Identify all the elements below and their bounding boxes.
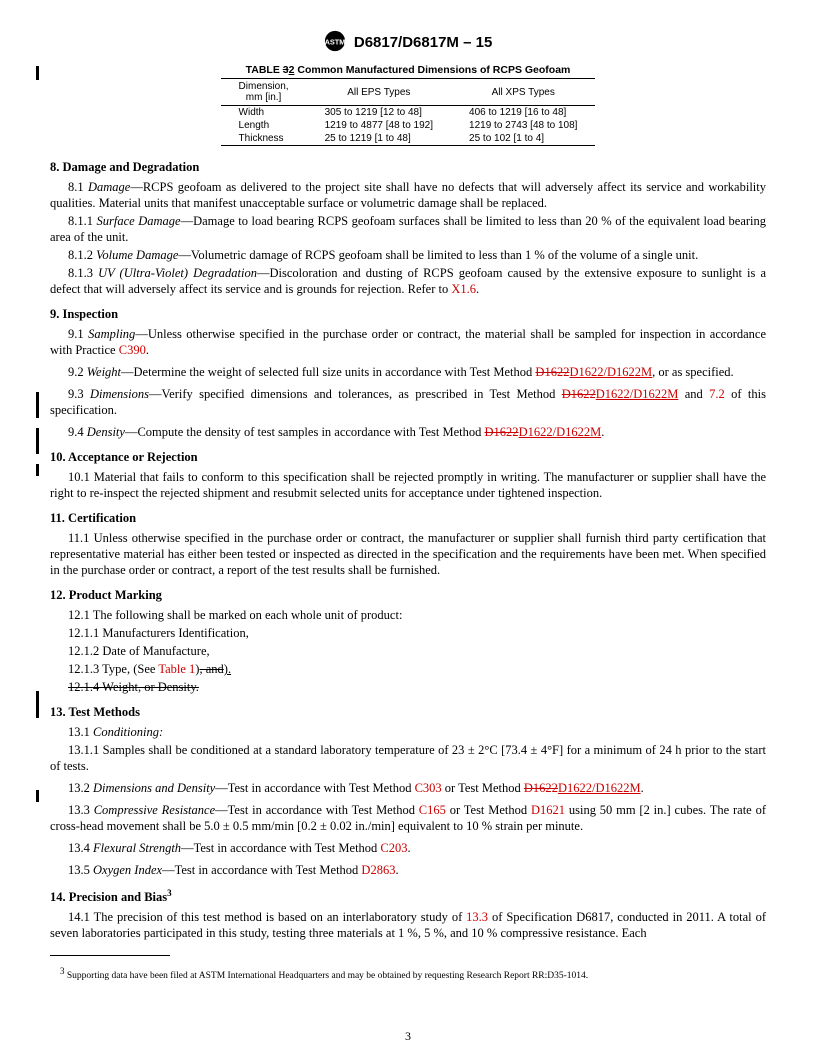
para-13-1-1: 13.1.1 Samples shall be conditioned at a… <box>50 742 766 774</box>
para-9-1: 9.1 Sampling—Unless otherwise specified … <box>50 326 766 358</box>
astm-logo: ASTM <box>324 30 346 56</box>
change-bar <box>36 790 39 802</box>
para-8-1-3: 8.1.3 UV (Ultra-Violet) Degradation—Disc… <box>50 265 766 297</box>
table-header: Dimension, mm [in.] <box>221 79 307 106</box>
change-bar <box>36 691 39 718</box>
footnote-separator <box>50 955 170 956</box>
page-number: 3 <box>0 1029 816 1044</box>
section-14-head: 14. Precision and Bias3 <box>50 888 766 905</box>
para-13-1: 13.1 Conditioning: <box>50 724 766 740</box>
table-caption: TABLE 32 Common Manufactured Dimensions … <box>50 64 766 76</box>
para-12-1-1: 12.1.1 Manufacturers Identification, <box>50 625 766 641</box>
para-12-1: 12.1 The following shall be marked on ea… <box>50 607 766 623</box>
para-8-1: 8.1 Damage—RCPS geofoam as delivered to … <box>50 179 766 211</box>
header-title: D6817/D6817M – 15 <box>354 34 492 51</box>
section-11-head: 11. Certification <box>50 511 766 526</box>
table-3-2: TABLE 32 Common Manufactured Dimensions … <box>50 64 766 146</box>
table-header: All XPS Types <box>451 79 595 106</box>
para-10-1: 10.1 Material that fails to conform to t… <box>50 469 766 501</box>
table-header: All EPS Types <box>307 79 451 106</box>
change-bar <box>36 392 39 418</box>
para-8-1-2: 8.1.2 Volume Damage—Volumetric damage of… <box>50 247 766 263</box>
page-header: ASTM D6817/D6817M – 15 <box>50 30 766 56</box>
para-12-1-4: 12.1.4 Weight, or Density. <box>50 679 766 695</box>
para-14-1: 14.1 The precision of this test method i… <box>50 909 766 941</box>
table-row: Length 1219 to 4877 [48 to 192] 1219 to … <box>221 119 596 132</box>
para-9-2: 9.2 Weight—Determine the weight of selec… <box>50 364 766 380</box>
change-bar <box>36 428 39 454</box>
para-13-3: 13.3 Compressive Resistance—Test in acco… <box>50 802 766 834</box>
para-9-4: 9.4 Density—Compute the density of test … <box>50 424 766 440</box>
table-row: Width 305 to 1219 [12 to 48] 406 to 1219… <box>221 106 596 120</box>
section-12-head: 12. Product Marking <box>50 588 766 603</box>
table-row: Thickness 25 to 1219 [1 to 48] 25 to 102… <box>221 132 596 146</box>
para-12-1-3: 12.1.3 Type, (See Table 1), and). <box>50 661 766 677</box>
change-bar <box>36 464 39 476</box>
dimensions-table: Dimension, mm [in.] All EPS Types All XP… <box>221 78 596 146</box>
para-12-1-2: 12.1.2 Date of Manufacture, <box>50 643 766 659</box>
para-13-5: 13.5 Oxygen Index—Test in accordance wit… <box>50 862 766 878</box>
section-10-head: 10. Acceptance or Rejection <box>50 450 766 465</box>
section-13-head: 13. Test Methods <box>50 705 766 720</box>
para-11-1: 11.1 Unless otherwise specified in the p… <box>50 530 766 578</box>
footnote-3: 3 Supporting data have been filed at AST… <box>50 966 766 983</box>
para-9-3: 9.3 Dimensions—Verify specified dimensio… <box>50 386 766 418</box>
para-8-1-1: 8.1.1 Surface Damage—Damage to load bear… <box>50 213 766 245</box>
para-13-2: 13.2 Dimensions and Density—Test in acco… <box>50 780 766 796</box>
para-13-4: 13.4 Flexural Strength—Test in accordanc… <box>50 840 766 856</box>
section-9-head: 9. Inspection <box>50 307 766 322</box>
change-bar <box>36 66 39 80</box>
section-8-head: 8. Damage and Degradation <box>50 160 766 175</box>
svg-text:ASTM: ASTM <box>324 38 345 47</box>
